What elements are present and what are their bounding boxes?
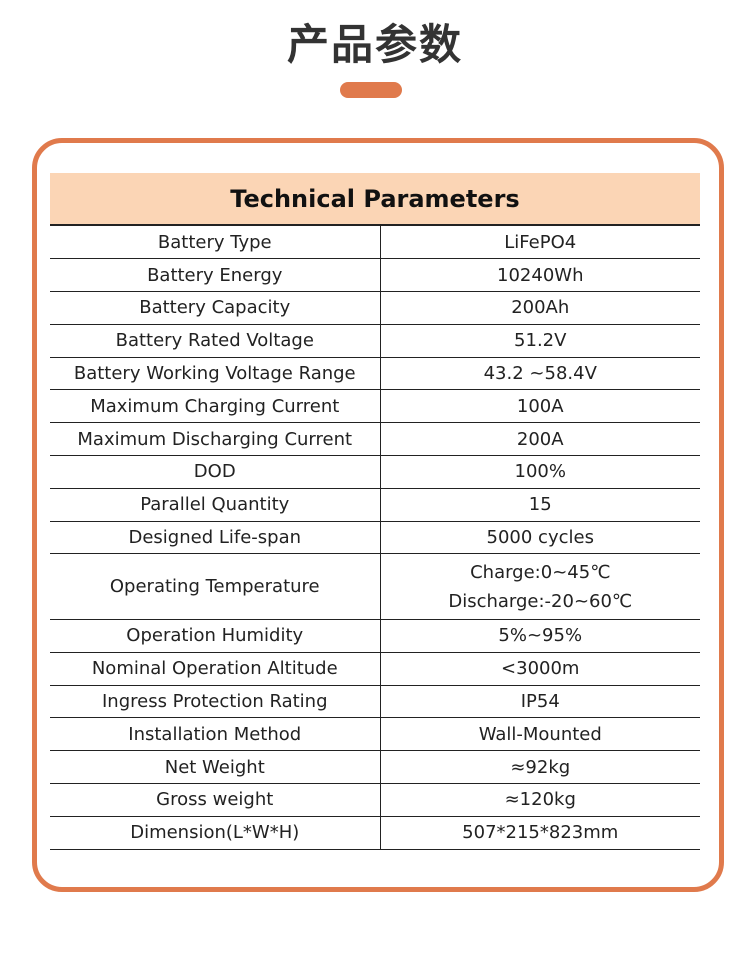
row-value: 200Ah — [380, 291, 700, 325]
table-row: Maximum Charging Current 100A — [50, 389, 700, 424]
table-row: Operation Humidity 5%~95% — [50, 619, 700, 653]
table-row: DOD 100% — [50, 455, 700, 489]
row-value: 100% — [380, 455, 700, 489]
table-row: Net Weight ≈92kg — [50, 750, 700, 785]
row-value: Wall-Mounted — [380, 717, 700, 752]
table-row: Parallel Quantity 15 — [50, 488, 700, 522]
row-value: 507*215*823mm — [380, 816, 700, 850]
table-row: Battery Rated Voltage 51.2V — [50, 324, 700, 358]
row-value-discharge: Discharge:-20~60℃ — [448, 590, 633, 612]
parameters-table: Battery Type LiFePO4 Battery Energy 1024… — [50, 226, 700, 850]
row-label: Operating Temperature — [50, 553, 381, 621]
row-label: Maximum Charging Current — [50, 389, 381, 424]
table-row: Maximum Discharging Current 200A — [50, 422, 700, 457]
row-value: ≈92kg — [380, 750, 700, 785]
page-title: 产品参数 — [286, 20, 463, 69]
table-row: Installation Method Wall-Mounted — [50, 717, 700, 752]
table-row: Dimension(L*W*H) 507*215*823mm — [50, 816, 700, 850]
row-label: Gross weight — [50, 783, 381, 817]
row-value: ≈120kg — [380, 783, 700, 817]
row-value: IP54 — [380, 685, 700, 719]
row-label: DOD — [50, 455, 381, 489]
row-label: Parallel Quantity — [50, 488, 381, 522]
row-value: <3000m — [380, 652, 700, 686]
row-value: 15 — [380, 488, 700, 522]
row-label: Battery Capacity — [50, 291, 381, 325]
table-row: Battery Capacity 200Ah — [50, 291, 700, 325]
table-row: Battery Energy 10240Wh — [50, 258, 700, 293]
title-underline-pill — [340, 82, 402, 98]
row-value: 51.2V — [380, 324, 700, 358]
table-row: Ingress Protection Rating IP54 — [50, 685, 700, 719]
row-label: Operation Humidity — [50, 619, 381, 653]
row-value: LiFePO4 — [380, 226, 700, 260]
parameters-table-container: Technical Parameters Battery Type LiFePO… — [50, 173, 700, 850]
row-label: Net Weight — [50, 750, 381, 785]
row-label: Battery Type — [50, 226, 381, 260]
row-value-multiline: Charge:0~45℃ Discharge:-20~60℃ — [380, 553, 700, 621]
table-row: Operating Temperature Charge:0~45℃ Disch… — [50, 553, 700, 621]
row-value: 100A — [380, 389, 700, 424]
table-row: Designed Life-span 5000 cycles — [50, 521, 700, 555]
row-label: Battery Working Voltage Range — [50, 357, 381, 391]
row-label: Battery Energy — [50, 258, 381, 293]
table-row: Nominal Operation Altitude <3000m — [50, 652, 700, 686]
row-label: Installation Method — [50, 717, 381, 752]
table-row: Battery Type LiFePO4 — [50, 226, 700, 260]
row-value: 43.2 ~58.4V — [380, 357, 700, 391]
row-label: Dimension(L*W*H) — [50, 816, 381, 850]
row-label: Ingress Protection Rating — [50, 685, 381, 719]
row-label: Battery Rated Voltage — [50, 324, 381, 358]
table-row: Battery Working Voltage Range 43.2 ~58.4… — [50, 357, 700, 391]
row-label: Designed Life-span — [50, 521, 381, 555]
row-value: 5%~95% — [380, 619, 700, 653]
table-row: Gross weight ≈120kg — [50, 783, 700, 817]
table-heading: Technical Parameters — [50, 173, 700, 226]
row-label: Nominal Operation Altitude — [50, 652, 381, 686]
row-value-charge: Charge:0~45℃ — [470, 561, 611, 583]
row-value: 10240Wh — [380, 258, 700, 293]
row-label: Maximum Discharging Current — [50, 422, 381, 457]
row-value: 200A — [380, 422, 700, 457]
row-value: 5000 cycles — [380, 521, 700, 555]
